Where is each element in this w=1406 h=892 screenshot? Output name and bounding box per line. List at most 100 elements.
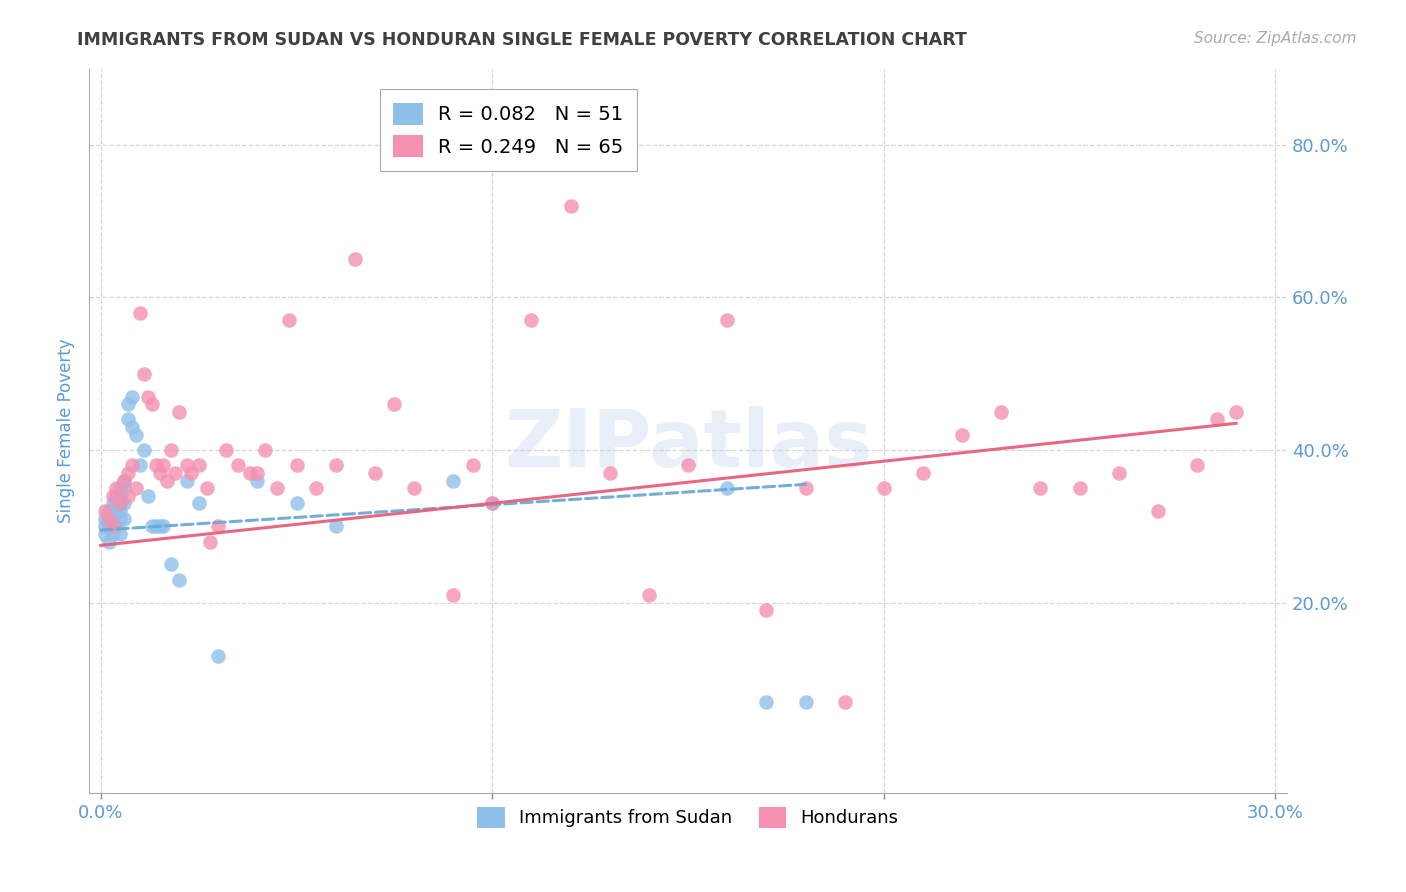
Point [148, 519, 170, 533]
Point [156, 474, 179, 488]
Point [152, 519, 174, 533]
Point [911, 466, 934, 480]
Point [226, 458, 249, 473]
Point [125, 481, 148, 495]
Point [136, 390, 159, 404]
Point [141, 397, 163, 411]
Point [560, 199, 582, 213]
Point [165, 466, 187, 480]
Point [136, 489, 159, 503]
Point [101, 519, 124, 533]
Point [112, 511, 135, 525]
Point [152, 458, 174, 473]
Point [112, 481, 135, 495]
Point [112, 474, 135, 488]
Point [266, 481, 288, 495]
Point [285, 458, 308, 473]
Point [105, 496, 128, 510]
Text: ZIPatlas: ZIPatlas [503, 407, 872, 484]
Point [325, 519, 347, 533]
Point [481, 496, 503, 510]
Point [160, 442, 183, 457]
Point [441, 588, 464, 602]
Point [101, 489, 124, 503]
Point [117, 489, 139, 503]
Point [176, 458, 198, 473]
Point [1029, 481, 1052, 495]
Point [101, 504, 124, 518]
Point [1108, 466, 1130, 480]
Point [97, 511, 120, 525]
Point [101, 511, 124, 525]
Point [117, 412, 139, 426]
Point [520, 313, 543, 327]
Point [125, 427, 148, 442]
Point [112, 474, 135, 488]
Point [1205, 412, 1227, 426]
Point [110, 496, 132, 510]
Point [187, 458, 209, 473]
Point [117, 466, 139, 480]
Point [195, 481, 218, 495]
Point [599, 466, 621, 480]
Point [277, 313, 299, 327]
Point [1147, 504, 1170, 518]
Point [215, 442, 238, 457]
Point [97, 534, 120, 549]
Point [97, 519, 120, 533]
Point [110, 489, 132, 503]
Point [207, 519, 229, 533]
Point [1069, 481, 1091, 495]
Point [93, 504, 115, 518]
Point [676, 458, 699, 473]
Point [117, 397, 139, 411]
Point [176, 474, 198, 488]
Point [207, 648, 229, 663]
Point [461, 458, 484, 473]
Point [239, 466, 262, 480]
Point [105, 481, 128, 495]
Point [755, 603, 778, 617]
Point [145, 458, 167, 473]
Point [110, 481, 132, 495]
Point [101, 519, 124, 533]
Point [105, 504, 128, 518]
Point [93, 527, 115, 541]
Point [112, 496, 135, 510]
Point [481, 496, 503, 510]
Point [344, 252, 367, 267]
Point [129, 306, 152, 320]
Point [638, 588, 661, 602]
Point [755, 695, 778, 709]
Point [132, 442, 155, 457]
Point [254, 442, 277, 457]
Point [121, 458, 143, 473]
Point [200, 534, 222, 549]
Point [148, 466, 170, 480]
Point [716, 313, 738, 327]
Point [160, 558, 183, 572]
Point [1185, 458, 1208, 473]
Point [180, 466, 202, 480]
Point [105, 489, 128, 503]
Point [794, 481, 817, 495]
Point [101, 496, 124, 510]
Point [93, 511, 115, 525]
Point [110, 496, 132, 510]
Point [246, 474, 269, 488]
Point [145, 519, 167, 533]
Point [716, 481, 738, 495]
Point [794, 695, 817, 709]
Point [364, 466, 387, 480]
Text: IMMIGRANTS FROM SUDAN VS HONDURAN SINGLE FEMALE POVERTY CORRELATION CHART: IMMIGRANTS FROM SUDAN VS HONDURAN SINGLE… [77, 31, 967, 49]
Point [121, 420, 143, 434]
Point [97, 504, 120, 518]
Point [305, 481, 328, 495]
Point [121, 390, 143, 404]
Y-axis label: Single Female Poverty: Single Female Poverty [58, 339, 75, 524]
Point [325, 458, 347, 473]
Point [285, 496, 308, 510]
Point [167, 405, 190, 419]
Point [93, 519, 115, 533]
Point [110, 527, 132, 541]
